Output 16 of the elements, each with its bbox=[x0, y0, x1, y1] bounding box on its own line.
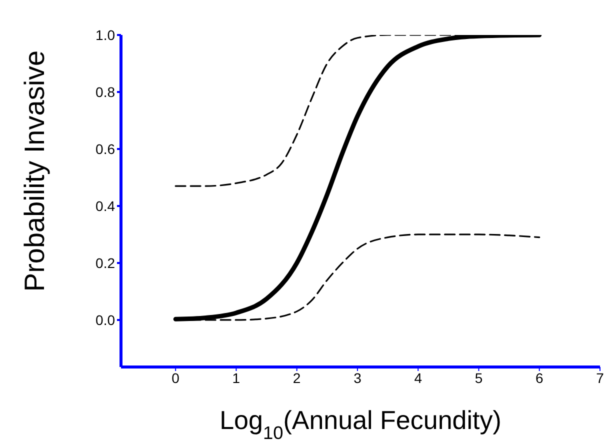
x-tick-label: 4 bbox=[414, 370, 422, 386]
x-tick-label: 0 bbox=[172, 370, 180, 386]
y-tick-label: 1.0 bbox=[96, 26, 116, 43]
x-tick-label: 1 bbox=[232, 370, 240, 386]
y-tick-label: 0.6 bbox=[96, 140, 116, 157]
y-tick-label: 0.2 bbox=[96, 254, 116, 271]
x-tick-label: 6 bbox=[535, 370, 544, 386]
y-tick-label: 0.8 bbox=[96, 84, 116, 100]
y-tick-label: 0.4 bbox=[96, 198, 116, 214]
x-tick-label: 7 bbox=[596, 370, 604, 386]
x-tick-label: 2 bbox=[292, 370, 301, 386]
y-tick-label: 0.0 bbox=[96, 312, 116, 328]
x-axis-title: Log$_{10}$(Annual Fecundity) bbox=[220, 405, 502, 443]
x-tick-label: 5 bbox=[474, 370, 483, 386]
y-axis-title: Probability Invasive bbox=[18, 50, 50, 292]
x-tick-label: 3 bbox=[354, 370, 362, 386]
